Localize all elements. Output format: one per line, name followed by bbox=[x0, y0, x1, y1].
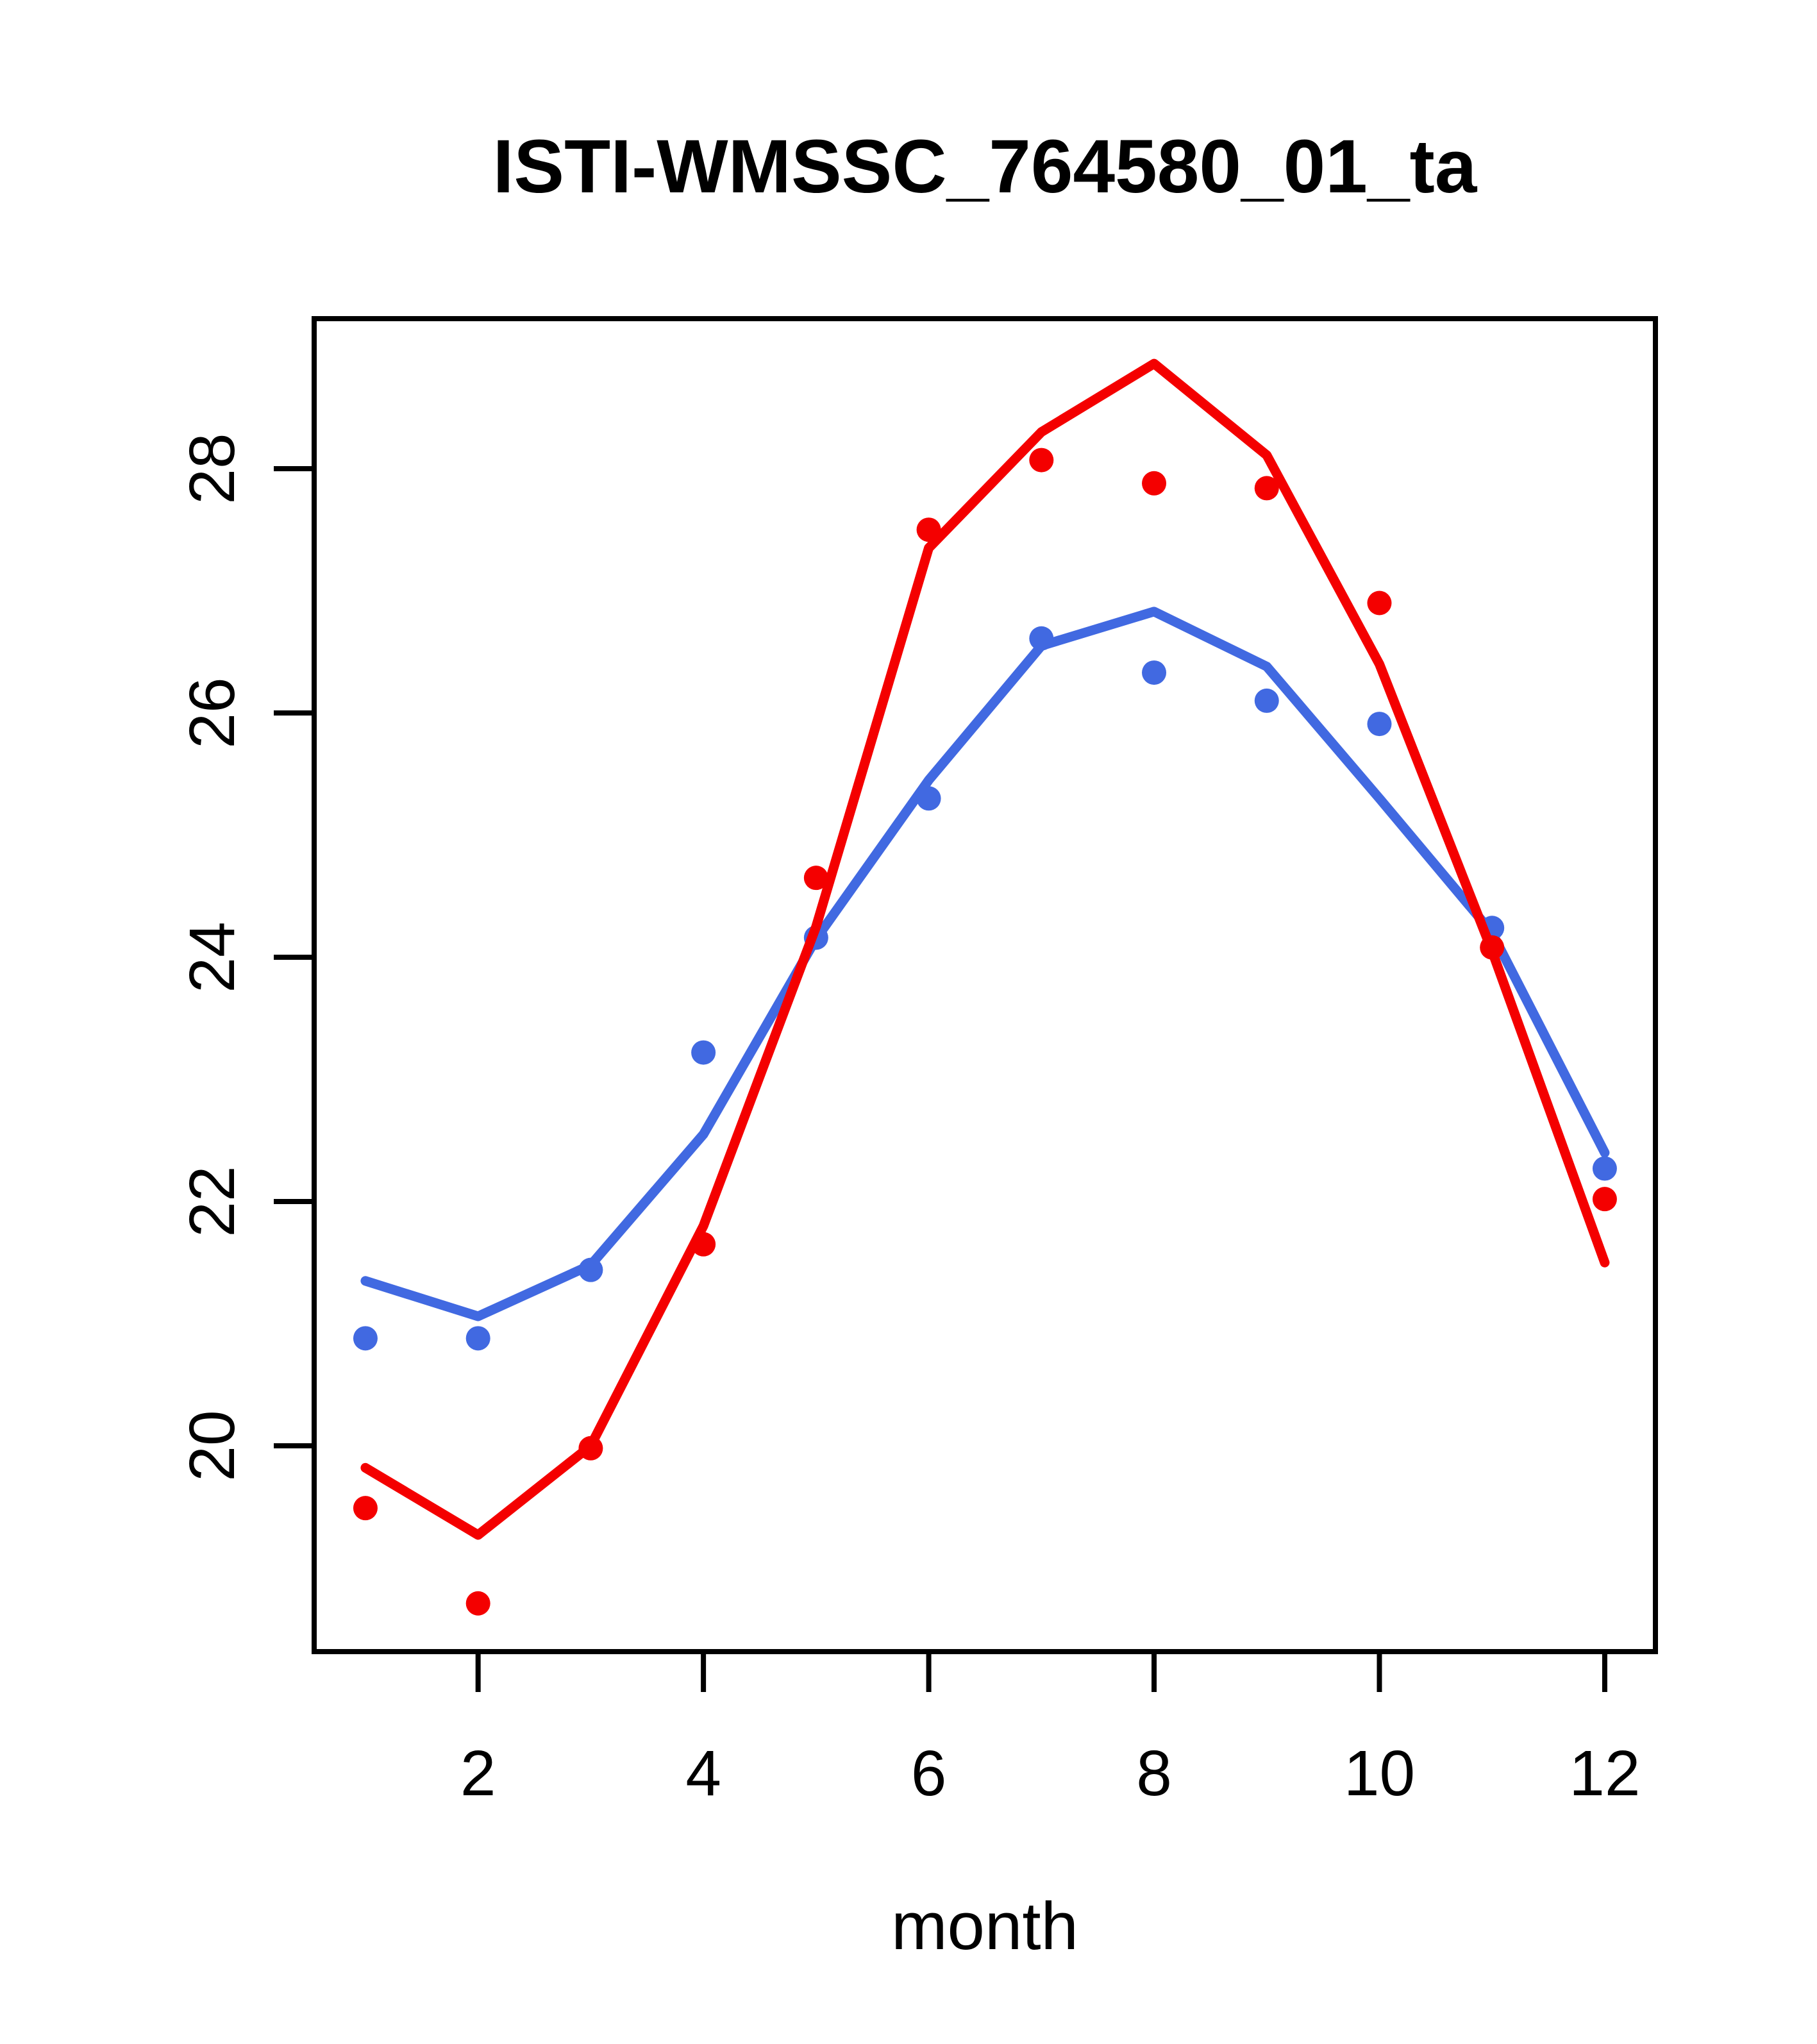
x-tick-label: 10 bbox=[1344, 1738, 1415, 1809]
y-tick-label: 28 bbox=[176, 433, 248, 504]
blue-points-point bbox=[353, 1326, 378, 1351]
red-points-point bbox=[916, 517, 941, 542]
red-points-point bbox=[1592, 1187, 1617, 1212]
blue-points-point bbox=[1254, 688, 1279, 713]
x-tick-label: 2 bbox=[460, 1738, 496, 1809]
red-points-point bbox=[1254, 476, 1279, 501]
y-tick-label: 20 bbox=[176, 1410, 248, 1481]
y-tick-label: 22 bbox=[176, 1166, 248, 1237]
red-fit-line bbox=[360, 358, 1610, 1540]
chart-title: ISTI-WMSSC_764580_01_ta bbox=[493, 124, 1478, 209]
x-tick-label: 6 bbox=[911, 1738, 947, 1809]
blue-fit-line bbox=[360, 607, 1610, 1321]
red-points-point bbox=[803, 866, 828, 891]
blue-points-point bbox=[1142, 660, 1167, 685]
x-tick-label: 8 bbox=[1136, 1738, 1172, 1809]
red-points-point bbox=[691, 1232, 716, 1257]
red-points-point bbox=[353, 1496, 378, 1521]
blue-points-point bbox=[691, 1040, 716, 1065]
y-tick-label: 24 bbox=[176, 921, 248, 993]
red-points-point bbox=[1367, 591, 1392, 616]
red-points-point bbox=[578, 1436, 603, 1461]
red-points-point bbox=[1480, 935, 1505, 960]
blue-points-point bbox=[916, 786, 941, 811]
blue-points-point bbox=[465, 1326, 490, 1351]
x-tick-label: 12 bbox=[1569, 1738, 1640, 1809]
red-points-point bbox=[465, 1591, 490, 1616]
plot-frame bbox=[312, 316, 1658, 1654]
blue-points-point bbox=[1592, 1156, 1617, 1181]
blue-points-point bbox=[1367, 712, 1392, 737]
red-points-point bbox=[1029, 448, 1054, 473]
blue-points-point bbox=[1029, 626, 1054, 651]
x-tick-label: 4 bbox=[685, 1738, 721, 1809]
x-axis-label: month bbox=[891, 1889, 1078, 1964]
red-points-point bbox=[1142, 471, 1167, 496]
blue-points-point bbox=[578, 1257, 603, 1282]
y-tick-label: 26 bbox=[176, 677, 248, 748]
